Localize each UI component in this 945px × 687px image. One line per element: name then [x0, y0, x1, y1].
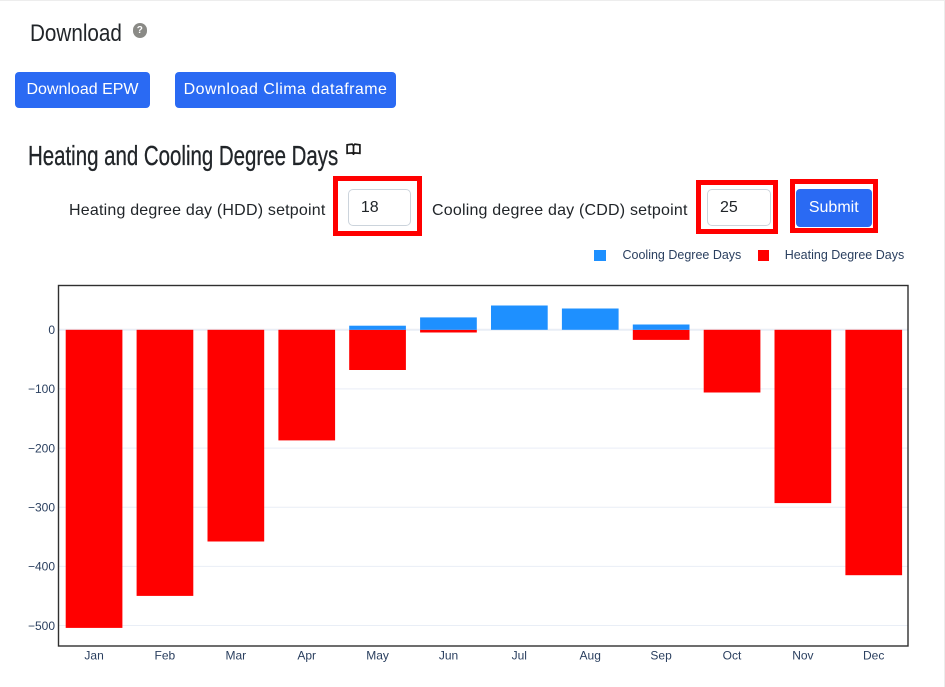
svg-text:Jun: Jun — [439, 649, 458, 663]
svg-text:−300: −300 — [28, 501, 55, 515]
svg-text:Sep: Sep — [650, 649, 672, 663]
svg-text:−500: −500 — [28, 619, 55, 633]
svg-text:−100: −100 — [28, 382, 55, 396]
svg-text:Jul: Jul — [512, 649, 527, 663]
svg-text:Nov: Nov — [792, 649, 813, 663]
svg-text:−200: −200 — [28, 441, 55, 455]
svg-text:Mar: Mar — [225, 649, 246, 663]
svg-text:May: May — [366, 649, 389, 663]
svg-text:−400: −400 — [28, 560, 55, 574]
svg-text:Dec: Dec — [863, 649, 884, 663]
svg-text:Apr: Apr — [297, 649, 316, 663]
svg-text:Oct: Oct — [723, 649, 742, 663]
svg-text:Jan: Jan — [84, 649, 103, 663]
svg-text:0: 0 — [48, 323, 55, 337]
svg-text:Feb: Feb — [155, 649, 176, 663]
svg-text:Aug: Aug — [580, 649, 601, 663]
